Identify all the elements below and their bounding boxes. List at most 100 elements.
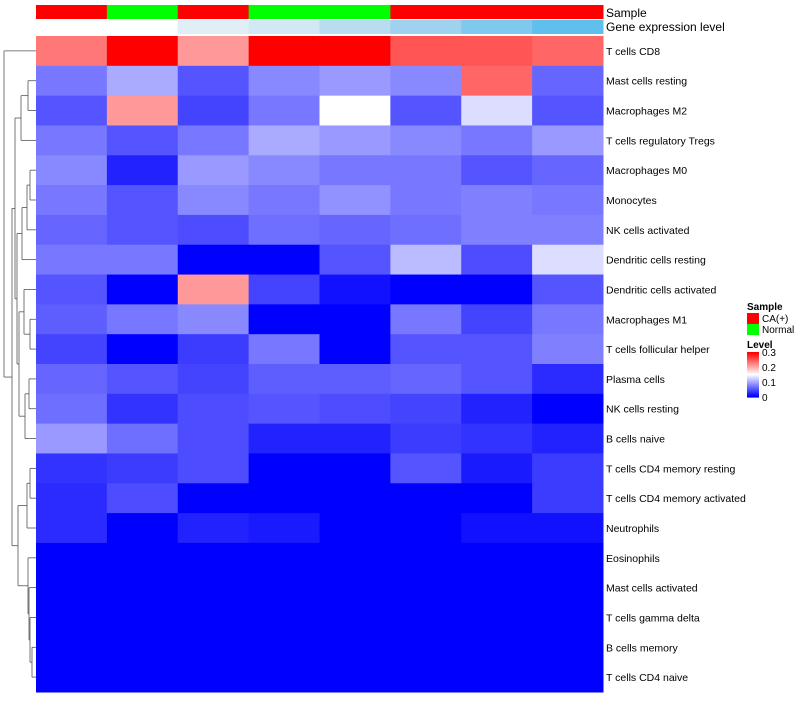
heatmap-cell — [36, 393, 108, 425]
heatmap-cell — [532, 483, 604, 514]
level-legend-gradient-step — [747, 368, 759, 370]
heatmap-cell — [390, 95, 462, 126]
heatmap-cell — [248, 602, 320, 633]
heatmap-cell — [36, 602, 108, 633]
level-legend-gradient-step — [747, 394, 759, 396]
row-label: B cells naive — [606, 434, 665, 446]
heatmap-cell — [319, 304, 391, 335]
level-legend-tick-label: 0.1 — [762, 378, 776, 389]
level-legend-gradient-step — [747, 365, 759, 367]
level-legend-gradient-step — [747, 389, 759, 391]
heatmap-cell — [319, 483, 391, 514]
sample-legend-label: Normal — [762, 325, 794, 336]
heatmap-cell — [319, 572, 391, 604]
heatmap-cell — [106, 244, 179, 276]
heatmap-cell — [36, 214, 108, 246]
heatmap-cell — [532, 632, 604, 663]
row-label: Dendritic cells resting — [606, 255, 706, 267]
heatmap-cell — [177, 36, 250, 67]
level-legend-gradient-step — [747, 390, 759, 392]
heatmap-cell — [248, 453, 320, 484]
row-label: Dendritic cells activated — [606, 284, 716, 296]
level-legend-gradient-step — [747, 363, 759, 365]
row-label: Mast cells resting — [606, 76, 687, 88]
heatmap-cell — [532, 513, 604, 544]
heatmap-cell — [461, 602, 533, 633]
heatmap-cell — [319, 214, 391, 246]
heatmap-cell — [461, 513, 533, 544]
heatmap-cell — [390, 483, 462, 514]
heatmap-cell — [248, 423, 320, 454]
row-label: B cells memory — [606, 642, 679, 654]
level-legend-gradient-step — [747, 352, 759, 354]
heatmap-cell — [461, 572, 533, 604]
heatmap-cell — [532, 393, 604, 425]
level-legend-gradient-step — [747, 362, 759, 364]
level-legend-gradient-step — [747, 366, 759, 368]
heatmap-cell — [248, 393, 320, 425]
gene-expression-annotation-cell — [390, 20, 462, 34]
heatmap-cell — [532, 453, 604, 484]
heatmap-cell — [532, 334, 604, 365]
heatmap-cell — [248, 513, 320, 544]
heatmap-cell — [106, 364, 179, 395]
gene-expression-annotation-cell — [248, 20, 320, 34]
heatmap-cell — [390, 334, 462, 365]
level-legend-gradient-step — [747, 364, 759, 366]
heatmap-cell — [319, 513, 391, 544]
level-legend-gradient-step — [747, 381, 759, 383]
heatmap-cell — [177, 155, 250, 186]
heatmap-cell — [461, 423, 533, 454]
level-legend-gradient-step — [747, 374, 759, 376]
heatmap-cell — [177, 125, 250, 156]
heatmap-cell — [390, 632, 462, 663]
heatmap-cell — [390, 542, 462, 574]
level-legend-gradient-step — [747, 360, 759, 362]
heatmap-cell — [532, 155, 604, 186]
heatmap-cell — [36, 364, 108, 395]
heatmap-cell — [461, 95, 533, 126]
heatmap-cell — [390, 155, 462, 186]
sample-annotation-cell — [106, 5, 179, 19]
heatmap-cell — [461, 453, 533, 484]
heatmap-cell — [177, 214, 250, 246]
heatmap-cell — [461, 364, 533, 395]
heatmap-cell — [36, 274, 108, 305]
heatmap-cell — [319, 453, 391, 484]
heatmap-cell — [36, 95, 108, 126]
heatmap-cell — [248, 662, 320, 693]
heatmap-cell — [36, 513, 108, 544]
heatmap-cell — [390, 572, 462, 604]
heatmap-cell — [461, 185, 533, 216]
level-legend-gradient-step — [747, 395, 759, 397]
heatmap-cell — [106, 453, 179, 484]
sample-annotation-cell — [319, 5, 391, 19]
heatmap-cell — [390, 513, 462, 544]
level-legend-gradient-step — [747, 376, 759, 378]
heatmap-cell — [532, 36, 604, 67]
heatmap-cell — [390, 125, 462, 156]
heatmap-cell — [248, 542, 320, 574]
heatmap-cell — [106, 36, 179, 67]
heatmap-cell — [177, 453, 250, 484]
heatmap-cell — [36, 662, 108, 693]
row-label: T cells regulatory Tregs — [606, 135, 715, 147]
heatmap-cell — [390, 274, 462, 305]
heatmap-cell — [532, 274, 604, 305]
heatmap-cell — [319, 244, 391, 276]
heatmap-cell — [36, 65, 108, 97]
heatmap-cell — [248, 572, 320, 604]
heatmap-cell — [319, 632, 391, 663]
heatmap-cell — [461, 334, 533, 365]
heatmap-cell — [36, 572, 108, 604]
row-label: Macrophages M0 — [606, 165, 687, 177]
sample-legend-title: Sample — [747, 302, 783, 313]
level-legend-gradient-step — [747, 355, 759, 357]
level-legend-gradient-step — [747, 379, 759, 381]
heatmap-cell — [390, 364, 462, 395]
heatmap-cell — [177, 185, 250, 216]
heatmap-cell — [36, 453, 108, 484]
heatmap-cell — [177, 513, 250, 544]
heatmap-cell — [106, 483, 179, 514]
